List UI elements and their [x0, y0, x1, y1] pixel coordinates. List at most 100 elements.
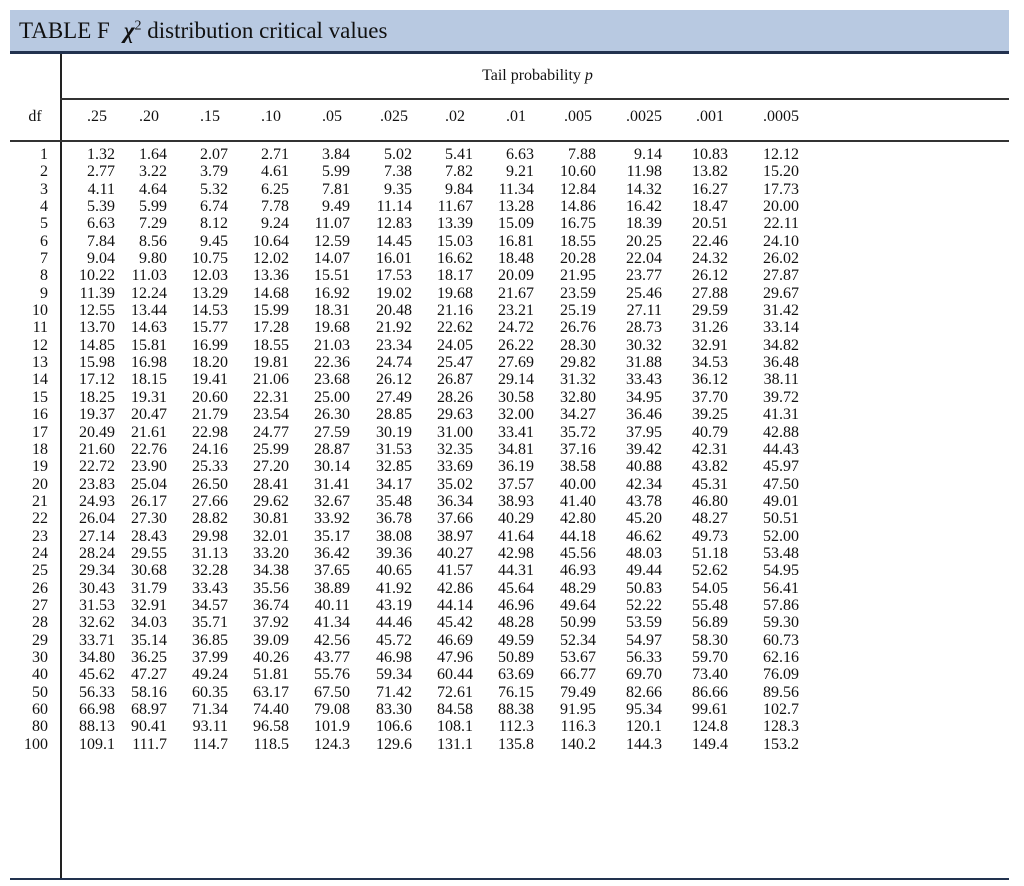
- value-cell: 91.95: [560, 701, 596, 718]
- value-cell: 54.97: [626, 631, 662, 649]
- value-cell: 37.16: [560, 440, 596, 458]
- value-cell: 8.12: [200, 215, 228, 233]
- value-cell: 27.49: [376, 388, 412, 406]
- value-cell: 22.04: [626, 250, 662, 268]
- value-cell: 31.88: [626, 354, 662, 372]
- value-cell: 49.24: [192, 666, 228, 684]
- value-cell: 56.89: [692, 614, 728, 632]
- value-cell: 71.34: [192, 701, 228, 718]
- value-cell: 52.22: [626, 596, 662, 614]
- value-cell: 26.04: [79, 510, 115, 528]
- value-cell: 17.73: [763, 180, 799, 198]
- value-cell: 9.49: [322, 198, 350, 216]
- table-row: 50 56.33 58.16 60.35 63.17 67.50 71.42 72.61 76.…: [10, 684, 799, 701]
- value-cell: 24.72: [498, 319, 534, 337]
- value-cell: 27.14: [79, 527, 115, 545]
- value-cell: 114.7: [192, 735, 228, 753]
- value-cell: 33.69: [437, 458, 473, 476]
- value-cell: 25.00: [314, 388, 350, 406]
- value-cell: 34.82: [763, 336, 799, 354]
- value-cell: 67.50: [314, 683, 350, 701]
- value-cell: 9.45: [200, 232, 228, 250]
- value-cell: 15.09: [498, 215, 534, 233]
- value-cell: 40.65: [376, 562, 412, 580]
- value-cell: 14.07: [314, 250, 350, 268]
- value-cell: 66.98: [79, 701, 115, 718]
- value-cell: 4.64: [139, 180, 167, 198]
- value-cell: 28.85: [376, 406, 412, 424]
- value-cell: 59.34: [376, 666, 412, 684]
- value-cell: 16.99: [192, 336, 228, 354]
- value-cell: 120.1: [626, 718, 662, 736]
- value-cell: 9.24: [261, 215, 289, 233]
- value-cell: 1.64: [139, 146, 167, 163]
- value-cell: 21.95: [560, 267, 596, 285]
- value-cell: 18.47: [692, 198, 728, 216]
- p-value-header: .025: [380, 108, 408, 125]
- value-cell: 5.99: [139, 198, 167, 216]
- value-cell: 68.97: [131, 701, 167, 718]
- value-cell: 79.08: [314, 701, 350, 718]
- value-cell: 35.72: [560, 423, 596, 441]
- value-cell: 71.42: [376, 683, 412, 701]
- value-cell: 29.14: [498, 371, 534, 389]
- value-cell: 26.30: [314, 406, 350, 424]
- value-cell: 66.77: [560, 666, 596, 684]
- value-cell: 16.62: [437, 250, 473, 268]
- value-cell: 46.69: [437, 631, 473, 649]
- value-cell: 27.30: [131, 510, 167, 528]
- value-cell: 38.58: [560, 458, 596, 476]
- value-cell: 34.38: [253, 562, 289, 580]
- value-cell: 11.39: [79, 284, 115, 302]
- table-row: 17 20.49 21.61 22.98 24.77 27.59 30.19 31.00 33.…: [10, 424, 799, 441]
- value-cell: 2.07: [200, 146, 228, 163]
- value-cell: 56.33: [626, 648, 662, 666]
- df-cell: 80: [32, 718, 48, 736]
- value-cell: 14.68: [253, 284, 289, 302]
- value-cell: 45.20: [626, 510, 662, 528]
- value-cell: 34.53: [692, 354, 728, 372]
- value-cell: 32.91: [692, 336, 728, 354]
- value-cell: 17.28: [253, 319, 289, 337]
- value-cell: 56.41: [763, 579, 799, 597]
- value-cell: 47.96: [437, 648, 473, 666]
- value-cell: 32.67: [314, 492, 350, 510]
- value-cell: 26.02: [763, 250, 799, 268]
- value-cell: 9.35: [384, 180, 412, 198]
- value-cell: 25.19: [560, 302, 596, 320]
- df-cell: 13: [32, 354, 48, 372]
- value-cell: 90.41: [131, 718, 167, 736]
- value-cell: 3.79: [200, 163, 228, 181]
- df-cell: 1: [40, 146, 48, 163]
- value-cell: 55.48: [692, 596, 728, 614]
- p-value-header: .20: [139, 108, 159, 125]
- table-row: 30 34.80 36.25 37.99 40.26 43.77 46.98 47.96 50.…: [10, 649, 799, 666]
- value-cell: 69.70: [626, 666, 662, 684]
- value-cell: 41.31: [763, 406, 799, 424]
- value-cell: 99.61: [692, 701, 728, 718]
- value-cell: 49.59: [498, 631, 534, 649]
- value-cell: 27.66: [192, 492, 228, 510]
- value-cell: 29.59: [692, 302, 728, 320]
- value-cell: 16.81: [498, 232, 534, 250]
- value-cell: 12.83: [376, 215, 412, 233]
- value-cell: 101.9: [314, 718, 350, 736]
- value-cell: 35.02: [437, 475, 473, 493]
- df-cell: 8: [40, 267, 48, 285]
- value-cell: 40.11: [314, 596, 350, 614]
- value-cell: 31.42: [763, 302, 799, 320]
- value-cell: 7.78: [261, 198, 289, 216]
- value-cell: 38.93: [498, 492, 534, 510]
- value-cell: 29.67: [763, 284, 799, 302]
- value-cell: 40.27: [437, 544, 473, 562]
- value-cell: 83.30: [376, 701, 412, 718]
- value-cell: 79.49: [560, 683, 596, 701]
- table-row: 8 10.22 11.03 12.03 13.36 15.51 17.53 18.17 20.0…: [10, 267, 799, 284]
- value-cell: 30.19: [376, 423, 412, 441]
- value-cell: 36.25: [131, 648, 167, 666]
- p-value-header: .02: [445, 108, 465, 125]
- value-cell: 10.75: [192, 250, 228, 268]
- df-heading: df: [28, 108, 42, 125]
- value-cell: 29.82: [560, 354, 596, 372]
- df-cell: 27: [32, 596, 48, 614]
